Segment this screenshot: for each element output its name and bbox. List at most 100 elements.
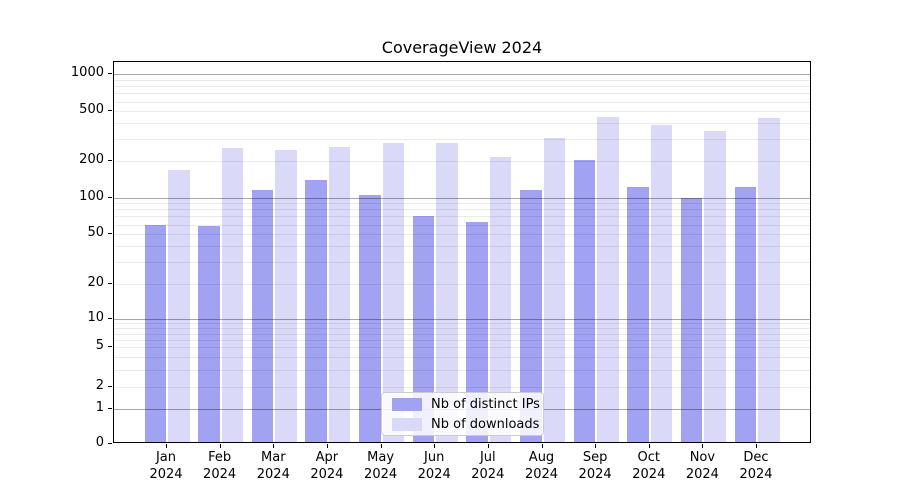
gridline-minor: [114, 284, 810, 285]
x-tick-mark: [273, 444, 275, 448]
y-tick-label: 500: [79, 102, 104, 118]
x-tick-mark: [648, 444, 650, 448]
y-tick-mark: [108, 159, 112, 161]
x-tick-mark: [434, 444, 436, 448]
bar-downloads-may: [382, 142, 405, 442]
bar-distinct-ips-jun: [412, 215, 435, 442]
y-tick-label: 10: [87, 310, 104, 325]
gridline-minor: [114, 79, 810, 81]
bar-distinct-ips-sep: [573, 160, 596, 442]
y-tick-mark: [108, 110, 112, 112]
x-tick-label-jun: Jun 2024: [417, 450, 451, 482]
gridline-major: [114, 197, 810, 199]
gridline-minor: [114, 216, 810, 218]
x-tick-label-nov: Nov 2024: [685, 450, 719, 482]
y-tick-label: 50: [87, 225, 104, 241]
x-tick-mark: [756, 444, 757, 448]
gridline-minor: [114, 123, 810, 125]
gridline-minor: [114, 234, 810, 236]
bar-distinct-ips-mar: [251, 189, 274, 442]
gridline-minor: [114, 323, 810, 325]
x-tick-label-apr: Apr 2024: [310, 450, 344, 482]
bar-downloads-apr: [328, 146, 351, 442]
bar-downloads-jan: [168, 170, 190, 442]
bar-distinct-ips-dec: [734, 187, 756, 442]
x-tick-mark: [702, 444, 704, 448]
legend-label-downloads: Nb of downloads: [431, 416, 540, 432]
y-tick-mark: [108, 346, 112, 348]
bar-distinct-ips-nov: [680, 198, 703, 442]
bar-downloads-feb: [221, 147, 244, 442]
gridline-major: [114, 74, 810, 76]
gridline-minor: [114, 357, 810, 358]
gridline-minor: [114, 209, 810, 211]
gridline-minor: [114, 111, 810, 113]
gridline-minor: [114, 328, 810, 330]
gridline-major: [114, 319, 810, 320]
x-tick-label-oct: Oct 2024: [632, 450, 666, 482]
bar-distinct-ips-oct: [627, 187, 649, 442]
bar-distinct-ips-jul: [466, 221, 488, 442]
y-tick-label: 100: [79, 188, 104, 204]
x-tick-label-feb: Feb 2024: [203, 450, 237, 482]
legend-swatch-distinct-ips: [392, 397, 422, 411]
gridline-minor: [114, 101, 810, 103]
x-tick-mark: [487, 444, 489, 448]
gridline-minor: [114, 261, 810, 263]
x-tick-mark: [380, 444, 382, 448]
y-tick-mark: [108, 283, 112, 284]
x-tick-mark: [219, 444, 221, 448]
legend-item-distinct-ips: Nb of distinct IPs: [392, 397, 540, 412]
y-tick-mark: [108, 73, 112, 75]
bar-distinct-ips-aug: [520, 190, 542, 442]
y-tick-mark: [108, 386, 112, 388]
y-tick-mark: [108, 233, 112, 235]
gridline-minor: [114, 160, 810, 162]
y-tick-label: 5: [95, 338, 104, 354]
gridline-minor: [114, 347, 810, 349]
gridline-minor: [114, 138, 810, 140]
y-tick-label: 200: [79, 151, 104, 167]
x-tick-label-may: May 2024: [364, 450, 398, 482]
y-tick-label: 0: [95, 435, 104, 450]
bar-distinct-ips-apr: [305, 179, 327, 442]
x-tick-mark: [541, 444, 543, 448]
x-tick-label-jan: Jan 2024: [149, 450, 183, 482]
gridline-minor: [114, 86, 810, 88]
bar-downloads-dec: [758, 118, 780, 442]
bar-downloads-jul: [489, 156, 512, 442]
y-tick-mark: [108, 318, 112, 319]
y-tick-label: 20: [87, 275, 104, 290]
grid-layer: [114, 62, 810, 442]
bar-distinct-ips-may: [359, 195, 381, 442]
x-tick-mark: [166, 444, 167, 448]
legend: Nb of distinct IPs Nb of downloads: [381, 392, 544, 436]
y-tick-label: 1: [95, 399, 104, 415]
x-tick-label-sep: Sep 2024: [578, 450, 612, 482]
x-tick-label-jul: Jul 2024: [471, 450, 505, 482]
y-tick-mark: [108, 407, 112, 409]
x-tick-label-mar: Mar 2024: [256, 450, 290, 482]
x-tick-mark: [595, 444, 597, 448]
y-tick-label: 2: [95, 378, 104, 394]
bar-downloads-sep: [597, 116, 619, 442]
bar-downloads-oct: [650, 125, 673, 442]
legend-item-downloads: Nb of downloads: [392, 417, 539, 432]
y-tick-label: 1000: [70, 65, 104, 81]
legend-swatch-downloads: [392, 417, 422, 431]
plot-area: [113, 61, 811, 443]
x-tick-label-aug: Aug 2024: [524, 450, 559, 482]
x-tick-mark: [326, 444, 328, 448]
gridline-minor: [114, 339, 810, 341]
bar-downloads-mar: [275, 149, 297, 442]
x-tick-label-dec: Dec 2024: [739, 450, 773, 482]
gridline-minor: [114, 246, 810, 248]
bar-downloads-aug: [543, 138, 565, 442]
gridline-minor: [114, 387, 810, 389]
gridline-minor: [114, 333, 810, 335]
chart-title: CoverageView 2024: [381, 38, 543, 57]
legend-label-distinct-ips: Nb of distinct IPs: [431, 396, 540, 412]
gridline-minor: [114, 224, 810, 226]
bar-distinct-ips-jan: [144, 225, 166, 442]
